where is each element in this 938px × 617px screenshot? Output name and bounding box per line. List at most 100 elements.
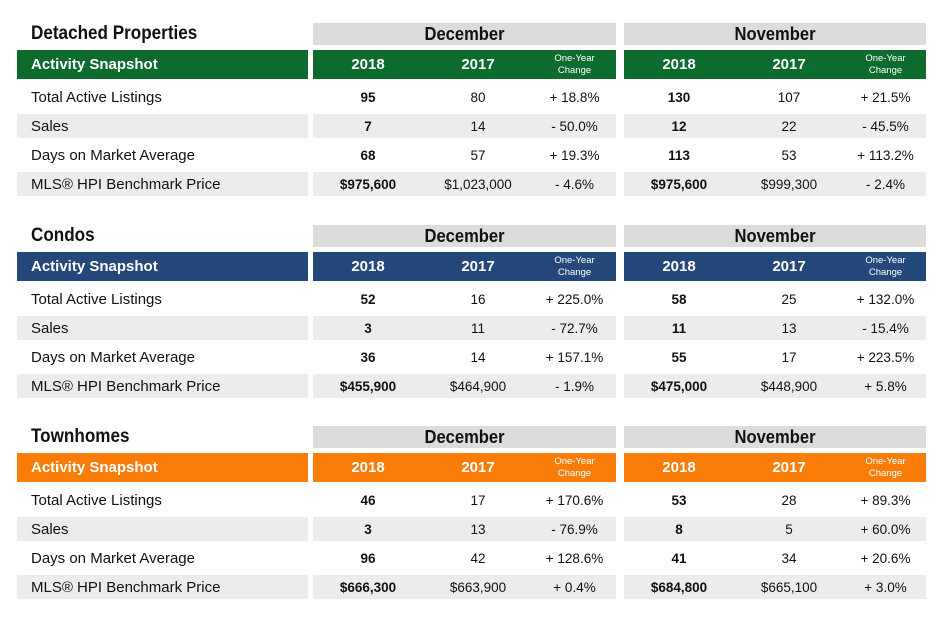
values-dec: $455,900 $464,900 - 1.9%: [313, 374, 616, 398]
value-change: - 72.7%: [551, 320, 598, 336]
section-title: Detached Properties: [31, 23, 198, 44]
value-change: + 128.6%: [545, 550, 604, 566]
values-nov: $975,600 $999,300 - 2.4%: [624, 172, 926, 196]
values-nov: 130 107 + 21.5%: [624, 85, 926, 109]
value-2017: 14: [470, 118, 486, 134]
snapshot-header-row: Activity Snapshot 2018 2017 One-Year Change 2…: [17, 252, 926, 281]
month-label: November: [734, 426, 816, 447]
year-2018-header: 2018: [662, 56, 696, 73]
value-2018: $475,000: [650, 378, 708, 394]
month-header-november: November: [624, 23, 926, 45]
snapshot-header-row: Activity Snapshot 2018 2017 One-Year Change 2…: [17, 50, 926, 79]
value-2017: 57: [470, 147, 486, 163]
table-row: Sales 7 14 - 50.0% 12 22 - 45.5%: [17, 114, 926, 138]
values-dec: 3 11 - 72.7%: [313, 316, 616, 340]
value-2018: $975,600: [339, 176, 397, 192]
values-dec: 68 57 + 19.3%: [313, 143, 616, 167]
year-header-november: 2018 2017 One-Year Change: [624, 252, 926, 281]
value-2018: $666,300: [339, 579, 397, 595]
value-2018: 36: [360, 349, 376, 365]
value-change: + 225.0%: [545, 291, 604, 307]
value-2017: $665,100: [760, 579, 818, 595]
year-2017-header: 2017: [461, 258, 495, 275]
value-2018: 3: [364, 521, 372, 537]
value-change: - 15.4%: [862, 320, 909, 336]
table-row: Days on Market Average 36 14 + 157.1% 55 17 + …: [17, 345, 926, 369]
year-2018-header: 2018: [662, 459, 696, 476]
value-2017: 5: [785, 521, 793, 537]
values-dec: 95 80 + 18.8%: [313, 85, 616, 109]
value-2017: $464,900: [449, 378, 507, 394]
month-header-november: November: [624, 426, 926, 448]
value-change: + 5.8%: [864, 378, 907, 394]
row-label: Sales: [17, 114, 308, 138]
table-row: Sales 3 11 - 72.7% 11 13 - 15.4%: [17, 316, 926, 340]
values-dec: 7 14 - 50.0%: [313, 114, 616, 138]
value-2018: 55: [671, 349, 687, 365]
change-header-line: One-Year: [554, 52, 595, 64]
value-2018: 68: [360, 147, 376, 163]
townhomes-section: Townhomes December November Activity Snapsh…: [17, 426, 926, 606]
change-header-line: One-Year: [865, 455, 906, 467]
table-row: MLS® HPI Benchmark Price $455,900 $464,900…: [17, 374, 926, 398]
row-label: MLS® HPI Benchmark Price: [17, 374, 308, 398]
change-header-line: Change: [557, 64, 592, 76]
table-row: Total Active Listings 95 80 + 18.8% 130 107 + …: [17, 85, 926, 109]
value-2018: 7: [364, 118, 372, 134]
row-label: MLS® HPI Benchmark Price: [17, 575, 308, 599]
snapshot-header-row: Activity Snapshot 2018 2017 One-Year Change 2…: [17, 453, 926, 482]
change-header-line: Change: [868, 64, 903, 76]
value-2018: 8: [675, 521, 683, 537]
month-label: November: [734, 23, 816, 44]
activity-snapshot-label: Activity Snapshot: [17, 50, 308, 79]
value-change: + 0.4%: [553, 579, 596, 595]
one-year-change-header: One-Year Change: [533, 252, 616, 281]
change-header-line: One-Year: [865, 254, 906, 266]
table-row: Days on Market Average 96 42 + 128.6% 41 34 + …: [17, 546, 926, 570]
table-row: Days on Market Average 68 57 + 19.3% 113 53 + …: [17, 143, 926, 167]
month-label: December: [424, 23, 505, 44]
row-label: Total Active Listings: [31, 290, 162, 308]
value-2018: 58: [671, 291, 687, 307]
month-header-december: December: [313, 426, 616, 448]
values-dec: 3 13 - 76.9%: [313, 517, 616, 541]
values-nov: $684,800 $665,100 + 3.0%: [624, 575, 926, 599]
value-change: + 89.3%: [860, 492, 911, 508]
value-change: + 132.0%: [856, 291, 915, 307]
row-label: Sales: [17, 316, 308, 340]
value-change: + 157.1%: [545, 349, 604, 365]
activity-snapshot-label: Activity Snapshot: [17, 453, 308, 482]
value-2017: $1,023,000: [444, 176, 512, 192]
change-header-line: One-Year: [865, 52, 906, 64]
value-2017: 34: [781, 550, 797, 566]
month-header-december: December: [313, 225, 616, 247]
value-2017: 14: [470, 349, 486, 365]
one-year-change-header: One-Year Change: [533, 50, 616, 79]
value-change: - 2.4%: [865, 176, 906, 192]
value-2017: 53: [781, 147, 797, 163]
table-row: Total Active Listings 46 17 + 170.6% 53 28 + 8…: [17, 488, 926, 512]
year-header-december: 2018 2017 One-Year Change: [313, 252, 616, 281]
change-header-line: Change: [557, 467, 592, 479]
section-header-row: Townhomes December November: [17, 426, 926, 448]
activity-snapshot-label: Activity Snapshot: [17, 252, 308, 281]
value-2017: 25: [781, 291, 797, 307]
value-2017: 28: [781, 492, 797, 508]
row-label: Days on Market Average: [31, 348, 195, 366]
value-2018: 95: [360, 89, 376, 105]
values-nov: 41 34 + 20.6%: [624, 546, 926, 570]
change-header-line: Change: [557, 266, 592, 278]
value-2018: 52: [360, 291, 376, 307]
value-2017: 42: [470, 550, 486, 566]
section-title: Townhomes: [31, 426, 130, 447]
year-2018-header: 2018: [351, 56, 385, 73]
value-2017: $663,900: [449, 579, 507, 595]
month-header-december: December: [313, 23, 616, 45]
value-2017: 11: [470, 320, 485, 336]
section-title: Condos: [31, 225, 95, 246]
values-nov: $475,000 $448,900 + 5.8%: [624, 374, 926, 398]
value-change: + 20.6%: [860, 550, 911, 566]
year-2017-header: 2017: [772, 459, 806, 476]
one-year-change-header: One-Year Change: [844, 50, 927, 79]
year-header-november: 2018 2017 One-Year Change: [624, 453, 926, 482]
